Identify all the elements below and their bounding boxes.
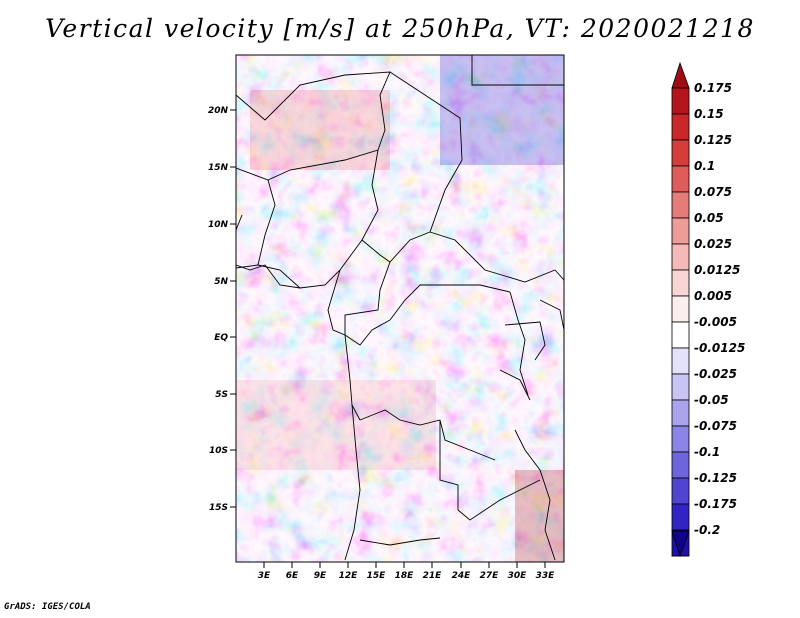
colorbar-label: 0.005 [694,289,732,303]
colorbar-label: -0.175 [694,497,737,511]
colorbar-label: -0.005 [694,315,737,329]
colorbar-label: -0.2 [694,523,720,537]
colorbar-segment [671,243,690,271]
colorbar-segment [671,425,690,453]
colorbar-label: -0.1 [694,445,720,459]
lat-label: 5S [215,390,228,400]
lon-label: 9E [314,571,327,581]
colorbar-segment [671,347,690,375]
colorbar-segment [671,373,690,401]
colorbar [671,61,690,558]
lon-label: 18E [395,571,415,581]
colorbar-label: -0.025 [694,367,737,381]
lon-label: 3E [258,571,271,581]
colorbar-label: 0.175 [694,81,732,95]
lon-label: 24E [452,571,472,581]
lat-label: 15S [209,503,228,513]
map-frame [235,54,565,563]
colorbar-label: -0.075 [694,419,737,433]
colorbar-label: 0.125 [694,133,732,147]
colorbar-segment [671,87,690,115]
colorbar-segment [671,321,690,349]
latitude-axis: 20N 15N 10N 5N EQ 5S 10S 15S [208,106,236,513]
colorbar-segment [671,217,690,245]
colorbar-segment [671,477,690,505]
colorbar-segment [671,451,690,479]
colorbar-label: 0.0125 [694,263,740,277]
colorbar-label: 0.025 [694,237,732,251]
lon-label: 33E [536,571,556,581]
colorbar-segment [671,139,690,167]
colorbar-top-arrow [671,61,690,89]
colorbar-segment [671,113,690,141]
velocity-field [236,55,564,562]
lon-label: 6E [286,571,299,581]
lat-label: 15N [208,163,229,173]
country-borders [236,55,564,561]
colorbar-label: -0.05 [694,393,729,407]
chart-title: Vertical velocity [m/s] at 250hPa, VT: 2… [45,14,755,43]
lon-label: 30E [508,571,528,581]
colorbar-segment [671,269,690,297]
colorbar-label: 0.075 [694,185,732,199]
colorbar-label: 0.15 [694,107,724,121]
lat-label: 10N [208,220,229,230]
lat-label: 5N [214,277,228,287]
lat-label: 20N [208,106,229,116]
colorbar-labels: 0.175 0.15 0.125 0.1 0.075 0.05 0.025 0.… [694,81,745,537]
colorbar-label: -0.125 [694,471,737,485]
colorbar-segment [671,295,690,323]
colorbar-segment [671,503,690,531]
footer-credit: GrADS: IGES/COLA [4,602,91,612]
lat-label: 10S [209,446,228,456]
longitude-axis: 3E 6E 9E 12E 15E 18E 21E 24E 27E 30E 33E [258,562,555,581]
lon-label: 21E [423,571,443,581]
colorbar-segments [671,87,690,557]
colorbar-segment [671,191,690,219]
colorbar-label: -0.0125 [694,341,745,355]
colorbar-bottom-arrow [671,530,690,558]
colorbar-label: 0.05 [694,211,724,225]
lon-label: 12E [339,571,359,581]
lat-label: EQ [214,333,228,343]
colorbar-label: 0.1 [694,159,715,173]
colorbar-segment [671,165,690,193]
colorbar-segment [671,399,690,427]
lon-label: 27E [480,571,500,581]
lon-label: 15E [367,571,387,581]
